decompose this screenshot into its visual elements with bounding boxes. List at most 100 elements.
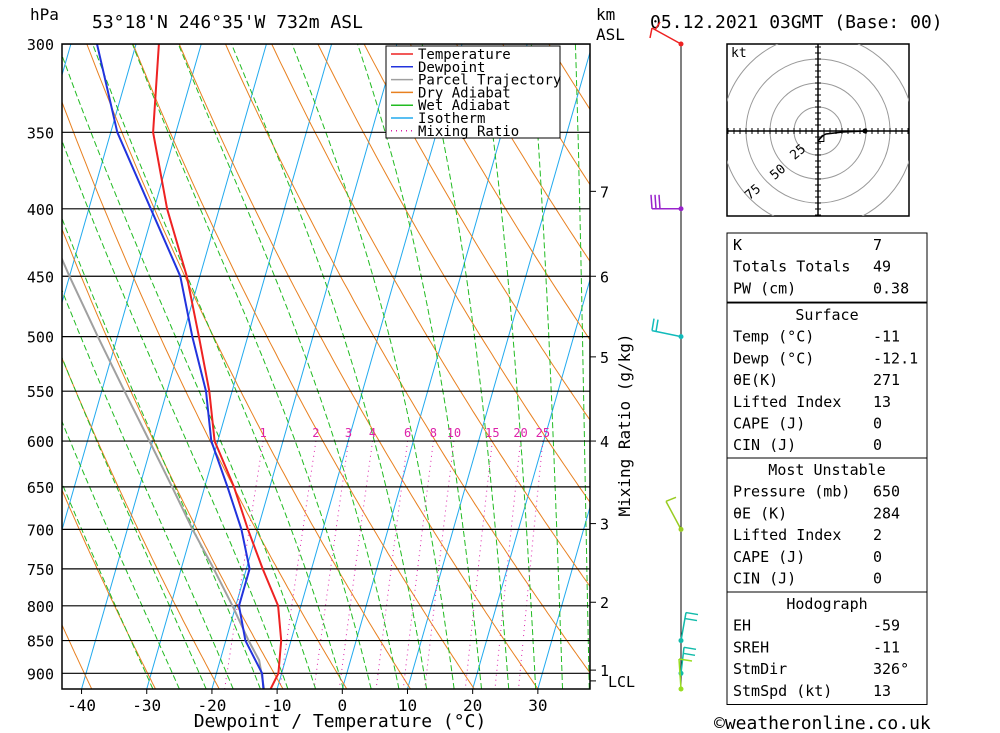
mixing-ratio-lines (224, 440, 544, 689)
hodograph-table-row-label: EH (733, 617, 751, 635)
mixing-ratio-labels: 1 2 3 4 6 8 10 15 20 25 (259, 426, 550, 440)
surface-table-row-label: Lifted Index (733, 393, 841, 411)
wind-barb-shaft (680, 646, 697, 674)
surface-table-row-label: Temp (°C) (733, 328, 814, 346)
wind-barb (651, 318, 684, 340)
legend-label: Dry Adiabat (418, 85, 511, 101)
mixing-ratio-line (464, 440, 493, 689)
hodograph-trace (817, 130, 866, 142)
legend-label: Dewpoint (418, 60, 485, 76)
parcel-trajectory-line (62, 256, 266, 689)
x-axis-label: Dewpoint / Temperature (°C) (194, 711, 487, 732)
temperature-tick-label: -10 (263, 696, 292, 715)
isotherm-lines (0, 44, 590, 689)
surface-table-row-value: -11 (873, 328, 900, 346)
surface-table-title: Surface (795, 306, 858, 324)
wet-adiabat-line (62, 288, 234, 689)
mixing-ratio-line (224, 440, 264, 689)
wet-adiabat-line (357, 44, 482, 689)
hodograph-storm-marker: ⊿ (816, 131, 826, 145)
dry-adiabat-line (456, 44, 590, 263)
mixing-ratio-line (375, 440, 409, 689)
isotherm-line (472, 277, 590, 689)
most-unstable-table-row-label: CAPE (J) (733, 548, 805, 566)
wet-adiabat-line (291, 44, 455, 689)
dry-adiabat-line (363, 44, 590, 421)
mixing-ratio-line (518, 440, 544, 689)
km-tick-label: 4 (600, 433, 609, 451)
hodograph-end-point (862, 128, 868, 134)
pressure-tick-label: 650 (27, 479, 54, 497)
indices-tables: K 7 Totals Totals 49 PW (cm) 0.38 Surface Temp … (726, 232, 928, 705)
wet-adiabat-lines (62, 44, 590, 689)
dry-adiabat-line (409, 44, 590, 341)
km-tick-label: 5 (600, 349, 609, 367)
hodograph-table-row-value: 326° (873, 660, 909, 678)
mixing-ratio-label: 20 (513, 426, 527, 440)
km-tick-label: 7 (600, 183, 609, 201)
surface-table-row-value: 271 (873, 371, 900, 389)
km-tick-label: 1 (600, 662, 609, 680)
hodograph-table-row-label: StmDir (733, 660, 787, 678)
mixing-ratio-label: 8 (430, 426, 437, 440)
dry-adiabat-line (0, 44, 28, 689)
most-unstable-table-row-label: Lifted Index (733, 526, 841, 544)
isotherm-line (62, 44, 137, 305)
pressure-tick-label: 300 (27, 36, 54, 54)
wet-adiabat-line (177, 44, 400, 689)
surface-table-row-value: 13 (873, 393, 891, 411)
asl-label: ASL (596, 25, 625, 44)
hodograph-table-row-value: -11 (873, 638, 900, 656)
pressure-tick-label: 450 (27, 268, 54, 286)
pressure-tick-label: 550 (27, 383, 54, 401)
mixing-ratio-label: 2 (312, 426, 319, 440)
pressure-tick-label: 600 (27, 433, 54, 451)
isotherm-line (211, 44, 398, 689)
temperature-tick-label: 20 (463, 696, 482, 715)
wet-adiabat-line (92, 44, 344, 689)
most-unstable-table-box (726, 457, 928, 593)
wind-barb (678, 611, 699, 644)
dry-adiabat-line (317, 44, 590, 504)
dry-adiabat-line (132, 44, 475, 689)
indices-table-row-label: PW (cm) (733, 279, 796, 297)
wet-adiabat-line (62, 420, 180, 689)
isotherm-line (62, 44, 202, 532)
wind-barb-shaft (651, 318, 682, 338)
isotherm-line (0, 44, 6, 689)
wet-adiabat-line (574, 44, 590, 689)
pressure-axis: 300 350 400 450 500 550 600 650 700 750 800 850 900 (27, 36, 54, 683)
isotherm-line (146, 44, 333, 689)
legend-label: Parcel Trajectory (418, 73, 561, 89)
wind-barb (650, 194, 684, 212)
wind-barb-shaft (650, 194, 681, 210)
isotherm-line (537, 505, 590, 689)
location-title: 53°18'N 246°35'W 732m ASL (92, 12, 363, 33)
hodograph-table-title: Hodograph (786, 595, 867, 613)
lcl-label: LCL (608, 673, 635, 691)
hodograph-table-row-value: 13 (873, 682, 891, 700)
temperature-tick-label: -40 (67, 696, 96, 715)
legend-label: Wet Adiabat (418, 98, 511, 114)
mixing-ratio-label: 4 (369, 426, 376, 440)
dry-adiabat-line (178, 44, 539, 689)
wind-barb-shaft (649, 21, 682, 45)
wet-adiabat-line (530, 44, 564, 689)
indices-table-row-value: 7 (873, 236, 882, 254)
temperature-line (152, 44, 283, 689)
dewpoint-line (96, 44, 265, 689)
most-unstable-table-row-label: θE (K) (733, 504, 787, 522)
wind-barb (665, 496, 684, 532)
hodograph-table-row-value: -59 (873, 617, 900, 635)
legend-box (385, 45, 561, 139)
surface-table-row-value: 0 (873, 415, 882, 433)
km-label: km (596, 5, 615, 24)
wind-barb-shaft (665, 496, 682, 530)
hodograph-table-row-label: StmSpd (kt) (733, 682, 832, 700)
indices-table-row-label: K (733, 236, 742, 254)
temperature-tick-label: -30 (132, 696, 161, 715)
dry-adiabat-line (919, 44, 1000, 689)
wind-barbs (649, 21, 699, 692)
surface-table-row-label: CIN (J) (733, 436, 796, 454)
